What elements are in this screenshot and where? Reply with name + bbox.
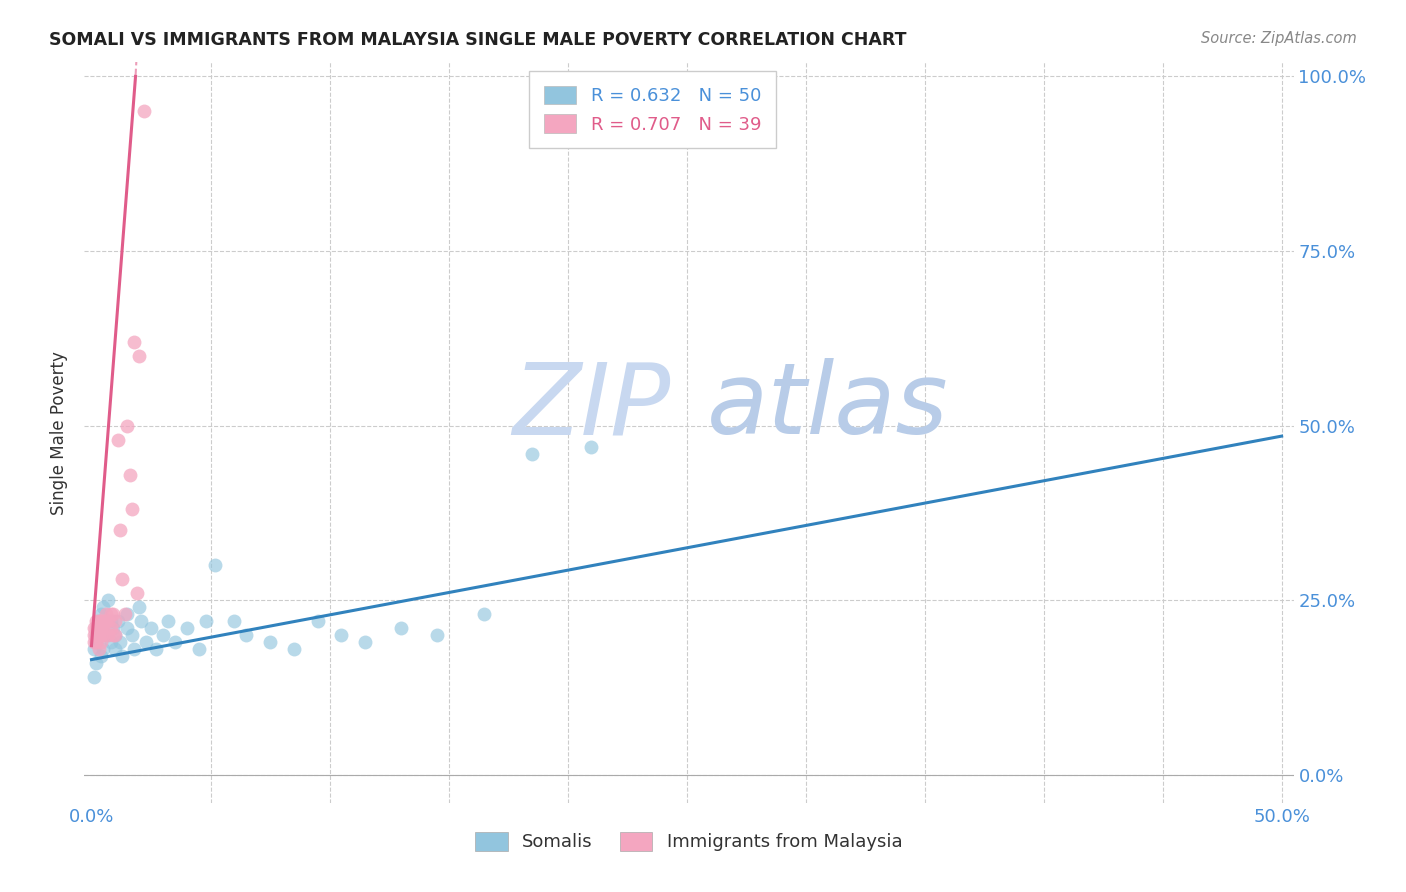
Point [87, 628, 110, 642]
Point [93, 628, 115, 642]
Point [114, 607, 136, 622]
Point [118, 467, 141, 482]
Point [581, 440, 603, 454]
Point [84, 635, 107, 649]
Point [125, 586, 148, 600]
Point [152, 628, 174, 642]
Point [94, 628, 117, 642]
Point [101, 621, 124, 635]
Point [87, 628, 110, 642]
Point [307, 614, 329, 628]
Point [124, 334, 146, 349]
Point [115, 607, 138, 622]
Text: ZIP: ZIP [513, 359, 671, 455]
Point [101, 607, 124, 622]
Point [235, 628, 257, 642]
Point [83, 621, 105, 635]
Text: Source: ZipAtlas.com: Source: ZipAtlas.com [1201, 31, 1357, 46]
Point [124, 642, 146, 657]
Point [90, 649, 112, 664]
Point [84, 635, 107, 649]
Point [100, 607, 122, 622]
Point [100, 635, 122, 649]
Point [472, 607, 495, 622]
Point [90, 628, 112, 642]
Point [100, 621, 122, 635]
Point [108, 635, 131, 649]
Point [93, 614, 115, 628]
Point [128, 349, 150, 363]
Point [87, 614, 110, 628]
Point [132, 104, 155, 119]
Point [90, 614, 112, 628]
Point [107, 433, 129, 447]
Point [83, 635, 105, 649]
Point [93, 642, 115, 657]
Point [121, 628, 143, 642]
Point [90, 607, 112, 622]
Point [224, 614, 246, 628]
Point [131, 614, 153, 628]
Point [135, 635, 157, 649]
Point [84, 614, 107, 628]
Point [93, 600, 115, 615]
Point [259, 635, 281, 649]
Point [283, 642, 305, 657]
Point [104, 628, 127, 642]
Point [104, 614, 127, 628]
Point [115, 621, 138, 635]
Point [97, 614, 120, 628]
Text: atlas: atlas [707, 359, 949, 455]
Point [83, 628, 105, 642]
Point [87, 614, 110, 628]
Point [121, 502, 143, 516]
Point [84, 621, 107, 635]
Point [84, 628, 107, 642]
Point [187, 642, 209, 657]
Point [163, 635, 186, 649]
Point [97, 593, 120, 607]
Point [101, 628, 124, 642]
Point [100, 614, 122, 628]
Point [97, 628, 120, 642]
Point [111, 572, 134, 586]
Point [87, 642, 110, 657]
Point [83, 642, 105, 657]
Text: SOMALI VS IMMIGRANTS FROM MALAYSIA SINGLE MALE POVERTY CORRELATION CHART: SOMALI VS IMMIGRANTS FROM MALAYSIA SINGL… [49, 31, 907, 49]
Point [139, 621, 162, 635]
Point [93, 621, 115, 635]
Point [87, 621, 110, 635]
Y-axis label: Single Male Poverty: Single Male Poverty [51, 351, 69, 515]
Point [104, 628, 127, 642]
Point [84, 656, 107, 670]
Point [111, 649, 134, 664]
Point [94, 607, 117, 622]
Point [94, 614, 117, 628]
Point [90, 621, 112, 635]
Point [156, 614, 179, 628]
Point [104, 642, 127, 657]
Point [87, 621, 110, 635]
Point [389, 621, 412, 635]
Point [84, 628, 107, 642]
Point [107, 614, 129, 628]
Point [128, 600, 150, 615]
Point [330, 628, 353, 642]
Point [108, 524, 131, 538]
Point [145, 642, 167, 657]
Point [354, 635, 377, 649]
Point [204, 558, 226, 573]
Point [176, 621, 198, 635]
Point [83, 670, 105, 684]
Point [115, 418, 138, 433]
Point [426, 628, 449, 642]
Point [520, 446, 543, 460]
Point [90, 635, 112, 649]
Point [194, 614, 217, 628]
Legend: Somalis, Immigrants from Malaysia: Somalis, Immigrants from Malaysia [467, 823, 911, 861]
